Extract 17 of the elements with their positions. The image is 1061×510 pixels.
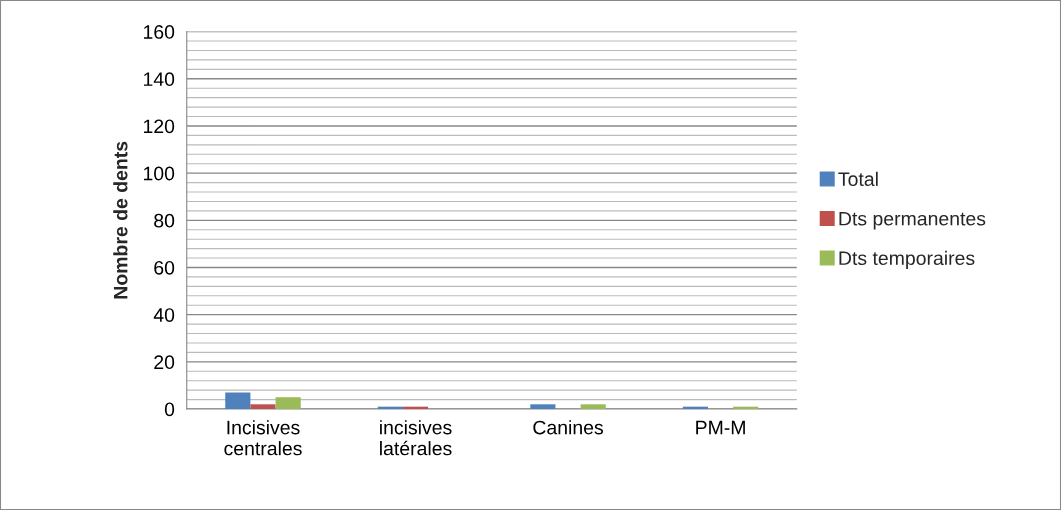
y-tick-label: 0 [164,402,175,417]
y-tick-label: 140 [143,72,175,87]
y-tick-label: 60 [154,260,175,275]
y-tick-label: 120 [143,119,175,134]
x-tick-label: incisives latérales [380,420,452,456]
legend-label: Total [838,171,878,187]
x-tick-label: PM-M [696,420,745,435]
y-tick-label: 20 [154,355,175,370]
x-tick-label: Incisives centrales [224,420,302,456]
y-tick-label: 100 [143,166,175,181]
y-axis-title: Nombre de dents [113,141,128,299]
x-tick-label: Canines [533,420,603,435]
legend-label: Dts temporaires [839,250,975,269]
y-tick-label: 160 [143,25,175,39]
y-tick-label: 40 [153,308,175,322]
y-tick-label: 80 [154,213,175,228]
legend-label: Dts permanentes [839,211,986,230]
